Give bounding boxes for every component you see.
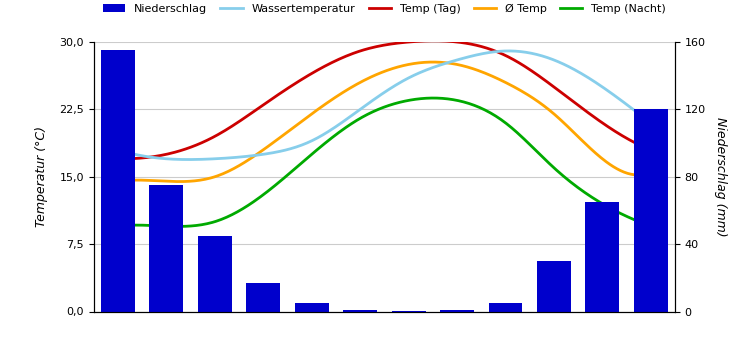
Bar xyxy=(634,109,668,312)
Bar xyxy=(295,303,328,312)
Bar xyxy=(101,50,135,312)
Bar xyxy=(392,311,425,312)
Y-axis label: Niederschlag (mm): Niederschlag (mm) xyxy=(714,117,727,237)
Bar xyxy=(198,236,232,312)
Bar xyxy=(537,261,571,312)
Legend: Niederschlag, Wassertemperatur, Temp (Tag), Ø Temp, Temp (Nacht): Niederschlag, Wassertemperatur, Temp (Ta… xyxy=(98,0,670,18)
Bar xyxy=(586,202,620,312)
Bar xyxy=(246,283,280,312)
Bar xyxy=(488,303,523,312)
Bar xyxy=(440,310,474,312)
Y-axis label: Temperatur (°C): Temperatur (°C) xyxy=(35,126,48,227)
Bar xyxy=(149,185,183,312)
Bar xyxy=(344,310,377,312)
